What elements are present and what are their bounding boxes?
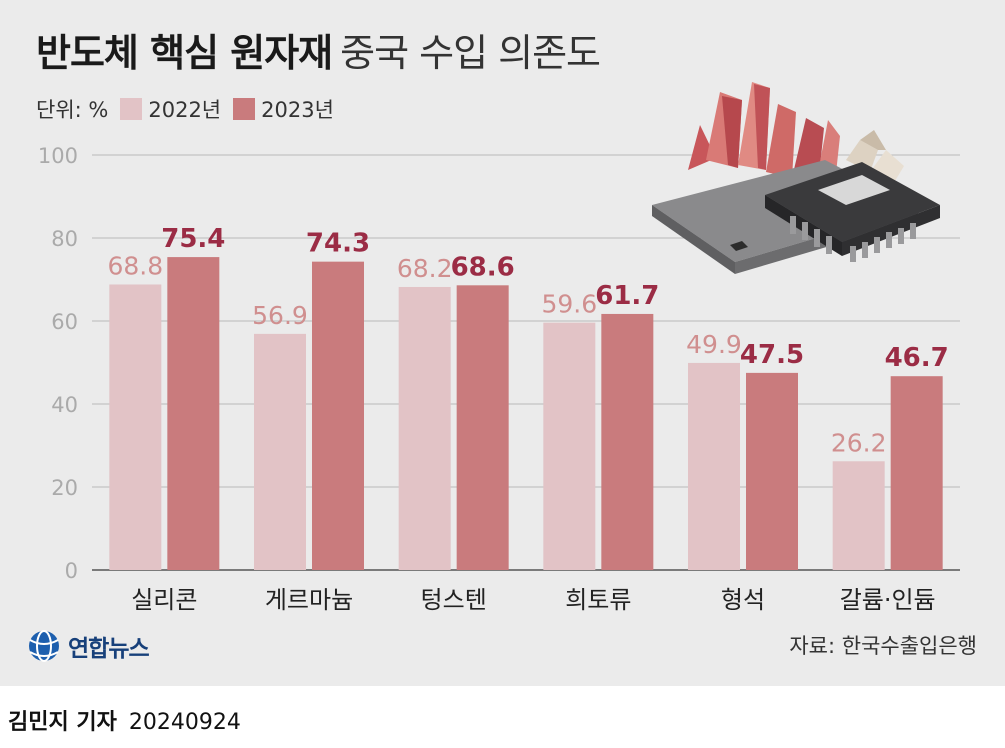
value-label-2022: 49.9 <box>686 330 742 359</box>
category-labels: 실리콘 게르마늄 텅스텐 희토류 형석 갈륨·인듐 <box>131 586 935 614</box>
publish-date: 20240924 <box>128 710 241 735</box>
y-tick-label: 80 <box>51 227 78 251</box>
value-label-2023: 75.4 <box>161 224 225 254</box>
bar-2023 <box>890 376 943 570</box>
value-label-2023: 46.7 <box>885 343 949 373</box>
bar-2022 <box>543 322 596 570</box>
value-labels: 68.875.4 56.9 74.3 68.268.6 59.661.7 49.947.5… <box>107 224 948 457</box>
reporter-name: 김민지 기자 <box>8 710 117 735</box>
category-label: 텅스텐 <box>421 586 487 614</box>
legend-item-2023: 2023년 <box>233 94 334 124</box>
y-tick-label: 60 <box>51 310 78 334</box>
y-tick-label: 40 <box>51 393 78 417</box>
chart-title-light: 중국 수입 의존도 <box>340 31 601 75</box>
value-label-2023: 74.3 <box>306 229 370 259</box>
category-label: 갈륨·인듐 <box>840 586 936 614</box>
chart-title: 반도체 핵심 원자재 중국 수입 의존도 <box>36 22 601 77</box>
bar-chart: 0 20 40 60 80 100 <box>38 82 960 614</box>
value-label-2022: 56.9 <box>252 301 308 330</box>
y-tick-label: 20 <box>51 476 78 500</box>
y-tick-label: 0 <box>65 559 78 583</box>
value-label-2022: 68.2 <box>397 254 453 283</box>
category-label: 희토류 <box>565 586 631 614</box>
bar-2022 <box>688 362 740 570</box>
value-label-2023: 47.5 <box>740 340 804 370</box>
bar-2023 <box>601 313 654 570</box>
bar-2022 <box>398 286 451 570</box>
legend-swatch-2023 <box>233 98 256 120</box>
unit-legend-row: 단위: % 2022년 2023년 <box>36 94 334 124</box>
bar-2023 <box>456 285 509 570</box>
category-label: 실리콘 <box>131 586 197 614</box>
chart-title-bold: 반도체 핵심 원자재 <box>36 31 333 75</box>
legend-swatch-2022 <box>120 98 143 120</box>
bar-2023 <box>167 257 220 570</box>
bar-2022 <box>832 461 885 570</box>
yonhap-globe-icon <box>29 630 59 662</box>
unit-label: 단위: % <box>36 98 109 122</box>
semiconductor-chip-illustration <box>652 82 940 274</box>
bar-2023 <box>746 372 798 570</box>
bar-2022 <box>254 333 306 570</box>
legend-item-2022: 2022년 <box>120 94 221 124</box>
value-label-2022: 59.6 <box>541 290 597 319</box>
bar-2022 <box>109 284 162 570</box>
value-label-2023: 68.6 <box>451 252 515 282</box>
yonhap-logo: 연합뉴스 <box>24 626 150 666</box>
value-label-2023: 61.7 <box>595 281 659 311</box>
value-label-2022: 68.8 <box>107 251 163 280</box>
credit-line: 김민지 기자 20240924 <box>8 704 241 736</box>
value-label-2022: 26.2 <box>831 428 887 457</box>
category-label: 형석 <box>721 586 765 614</box>
data-source: 자료: 한국수출입은행 <box>789 634 977 658</box>
bars <box>109 257 943 570</box>
yonhap-logo-text: 연합뉴스 <box>68 636 150 662</box>
y-tick-label: 100 <box>38 144 78 168</box>
legend-label-2022: 2022년 <box>148 98 222 122</box>
category-label: 게르마늄 <box>265 586 353 614</box>
bar-2023 <box>312 261 364 570</box>
legend-label-2023: 2023년 <box>261 98 334 122</box>
